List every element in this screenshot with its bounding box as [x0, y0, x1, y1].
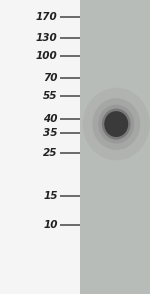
Ellipse shape [92, 98, 140, 150]
Text: 40: 40 [43, 114, 58, 124]
Ellipse shape [102, 108, 131, 140]
Text: 170: 170 [36, 12, 58, 22]
Text: 10: 10 [43, 220, 58, 230]
Text: 130: 130 [36, 33, 58, 43]
Ellipse shape [98, 105, 134, 143]
Text: 55: 55 [43, 91, 58, 101]
Text: 70: 70 [43, 73, 58, 83]
Bar [0, 0, 80, 294]
Text: 15: 15 [43, 191, 58, 201]
Ellipse shape [104, 111, 128, 137]
Bar [80, 0, 150, 294]
Text: 35: 35 [43, 128, 58, 138]
Ellipse shape [83, 88, 150, 160]
Text: 25: 25 [43, 148, 58, 158]
Text: 100: 100 [36, 51, 58, 61]
